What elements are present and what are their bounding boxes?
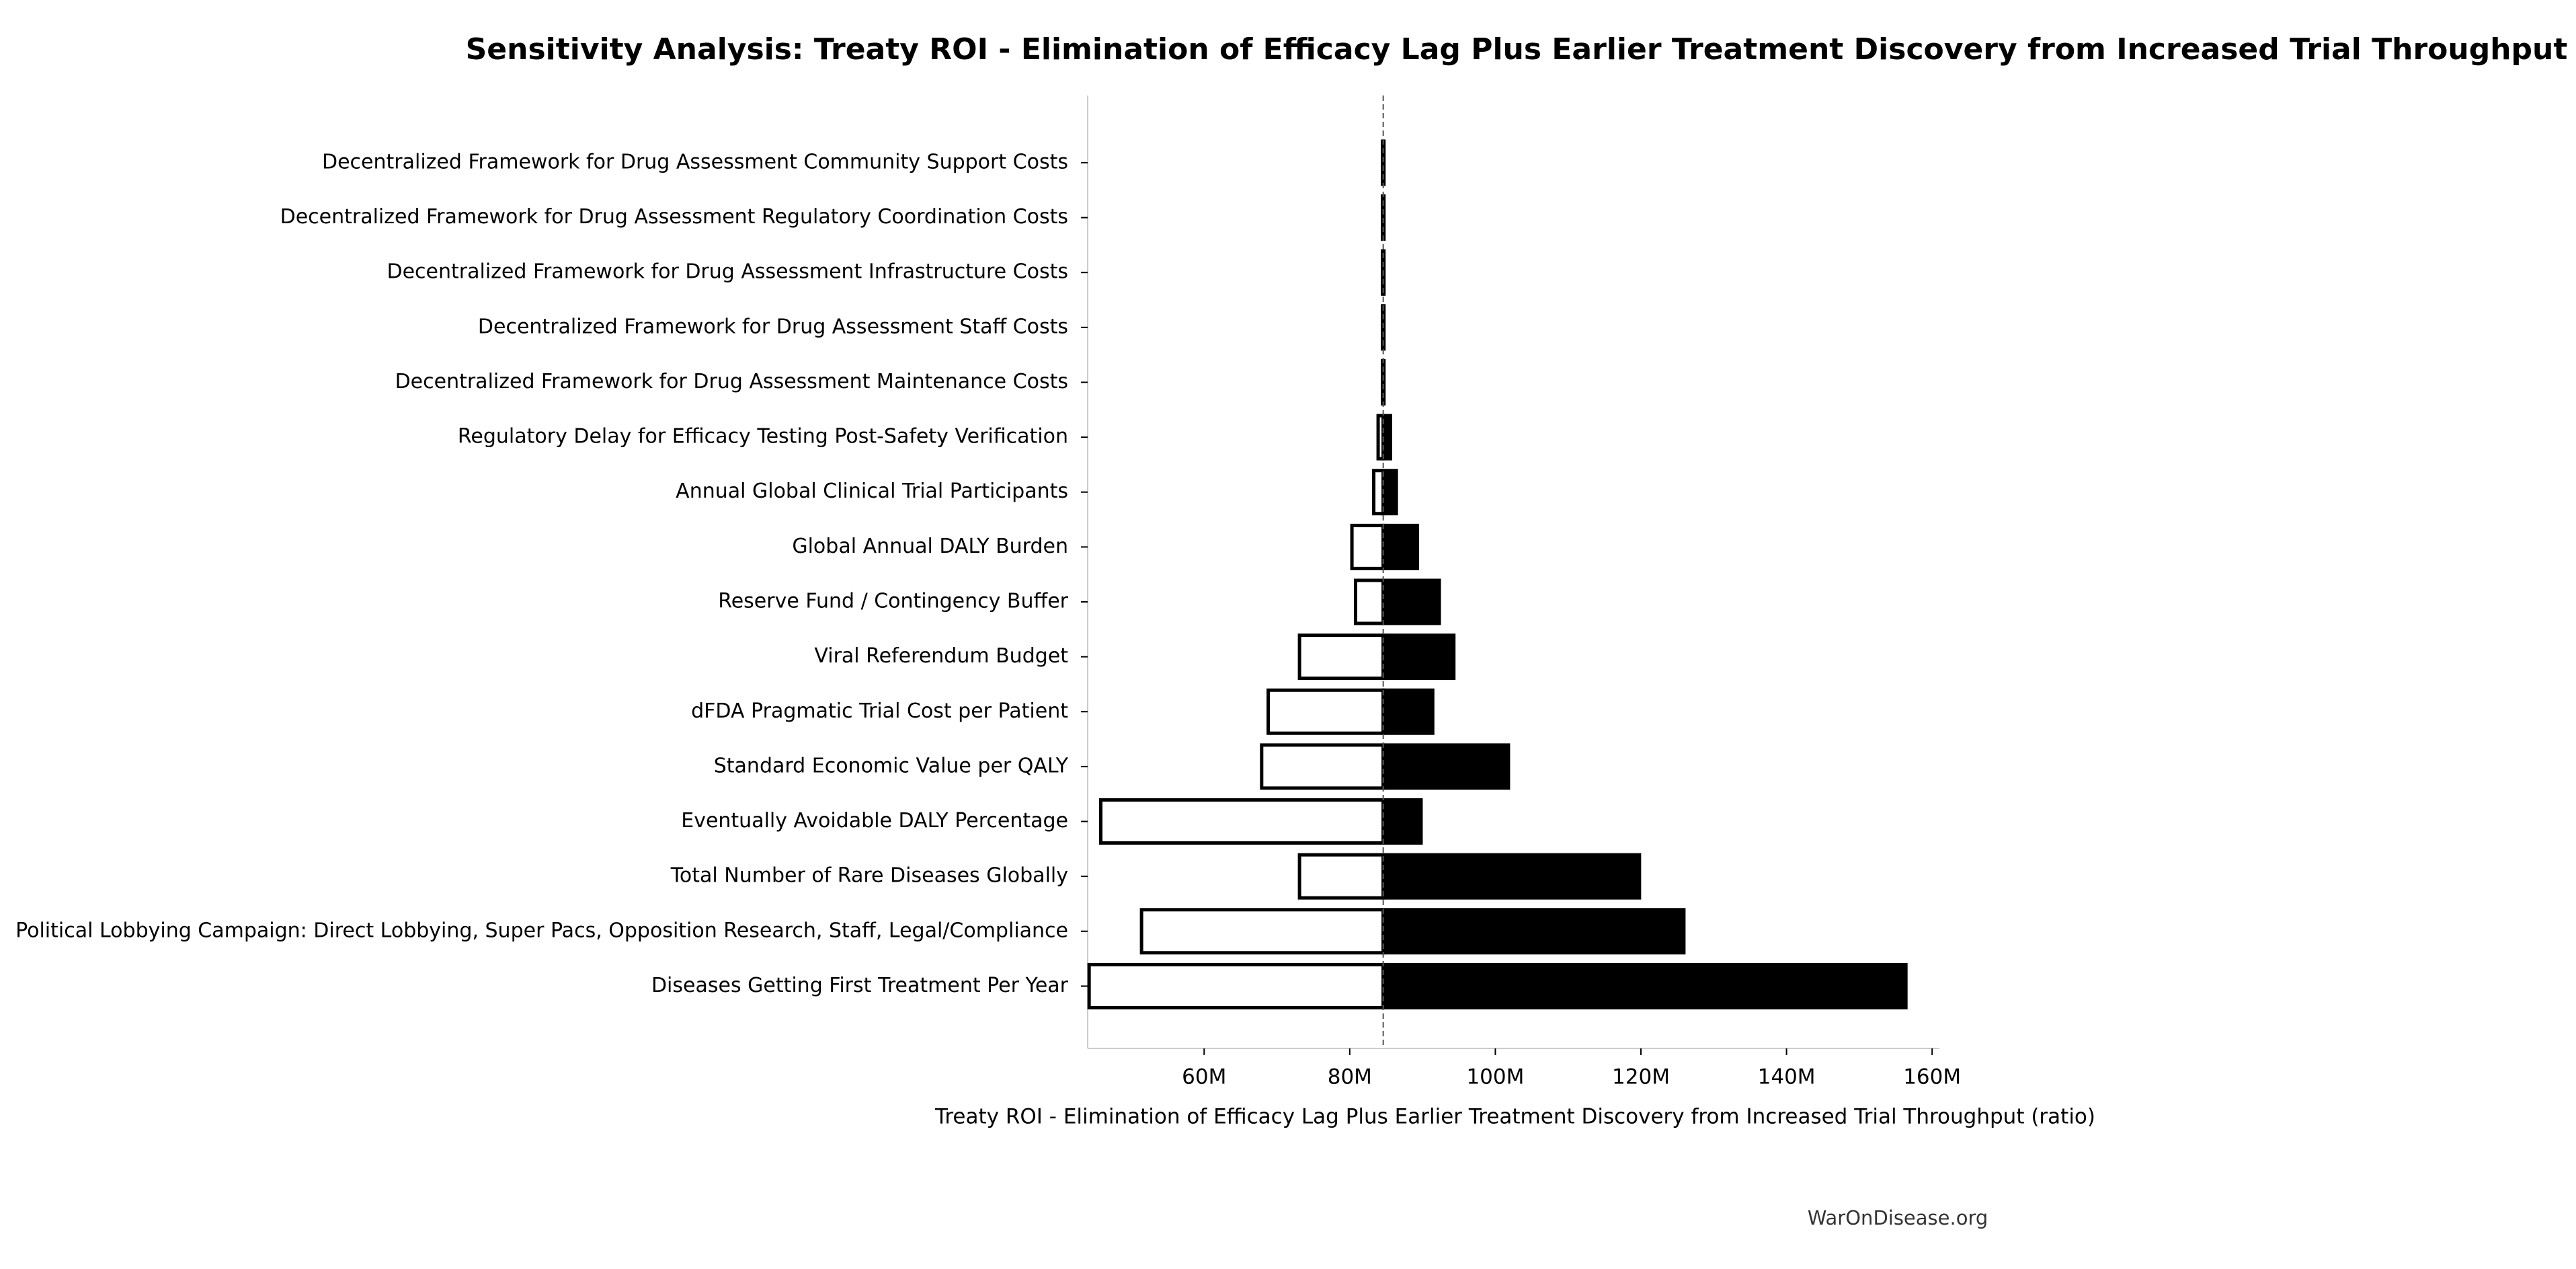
low-bar: [1266, 688, 1385, 735]
high-bar: [1381, 414, 1392, 461]
low-bar: [1139, 908, 1385, 955]
x-tick-label: 120M: [1612, 1065, 1670, 1089]
y-tick-label: Standard Economic Value per QALY: [714, 754, 1069, 777]
high-bar: [1381, 633, 1456, 681]
high-bar: [1381, 688, 1435, 735]
high-bar: [1381, 853, 1642, 900]
x-axis-label: Treaty ROI - Elimination of Efficacy Lag…: [934, 1105, 2095, 1129]
y-tick-label: Decentralized Framework for Drug Assessm…: [478, 315, 1068, 338]
source-label: WarOnDisease.org: [1808, 1206, 1988, 1229]
low-bar: [1260, 743, 1385, 790]
low-bar: [1098, 798, 1385, 845]
high-bar: [1381, 743, 1511, 790]
low-bar: [1087, 962, 1385, 1009]
low-bar: [1350, 523, 1385, 570]
x-tick-label: 80M: [1328, 1065, 1372, 1089]
high-bar: [1381, 578, 1441, 625]
y-tick-label: Decentralized Framework for Drug Assessm…: [280, 205, 1068, 229]
y-tick-label: Diseases Getting First Treatment Per Yea…: [651, 974, 1069, 997]
y-tick-label: Political Lobbying Campaign: Direct Lobb…: [15, 919, 1068, 942]
y-tick-label: Annual Global Clinical Trial Participant…: [676, 479, 1068, 503]
low-bar: [1297, 853, 1385, 900]
high-bar: [1381, 469, 1398, 516]
y-tick-label: Total Number of Rare Diseases Globally: [670, 864, 1068, 888]
y-tick-label: Reserve Fund / Contingency Buffer: [718, 589, 1068, 613]
x-tick-label: 60M: [1182, 1065, 1226, 1089]
high-bar: [1381, 908, 1686, 955]
x-tick-label: 100M: [1466, 1065, 1524, 1089]
y-tick-label: Eventually Avoidable DALY Percentage: [681, 809, 1068, 833]
low-bar: [1354, 578, 1385, 625]
y-tick-label: dFDA Pragmatic Trial Cost per Patient: [691, 699, 1068, 723]
high-bar: [1381, 962, 1908, 1009]
chart-title: Sensitivity Analysis: Treaty ROI - Elimi…: [466, 32, 2568, 67]
y-tick-label: Regulatory Delay for Efficacy Testing Po…: [458, 425, 1068, 449]
high-bar: [1381, 798, 1423, 845]
y-tick-label: Global Annual DALY Burden: [792, 535, 1068, 558]
high-bar: [1381, 523, 1420, 570]
x-tick-label: 140M: [1758, 1065, 1816, 1089]
y-tick-label: Decentralized Framework for Drug Assessm…: [322, 150, 1068, 174]
y-tick-label: Decentralized Framework for Drug Assessm…: [395, 370, 1068, 393]
y-tick-label: Decentralized Framework for Drug Assessm…: [387, 260, 1068, 284]
low-bar: [1297, 633, 1385, 681]
y-tick-label: Viral Referendum Budget: [814, 644, 1068, 668]
x-tick-label: 160M: [1903, 1065, 1961, 1089]
